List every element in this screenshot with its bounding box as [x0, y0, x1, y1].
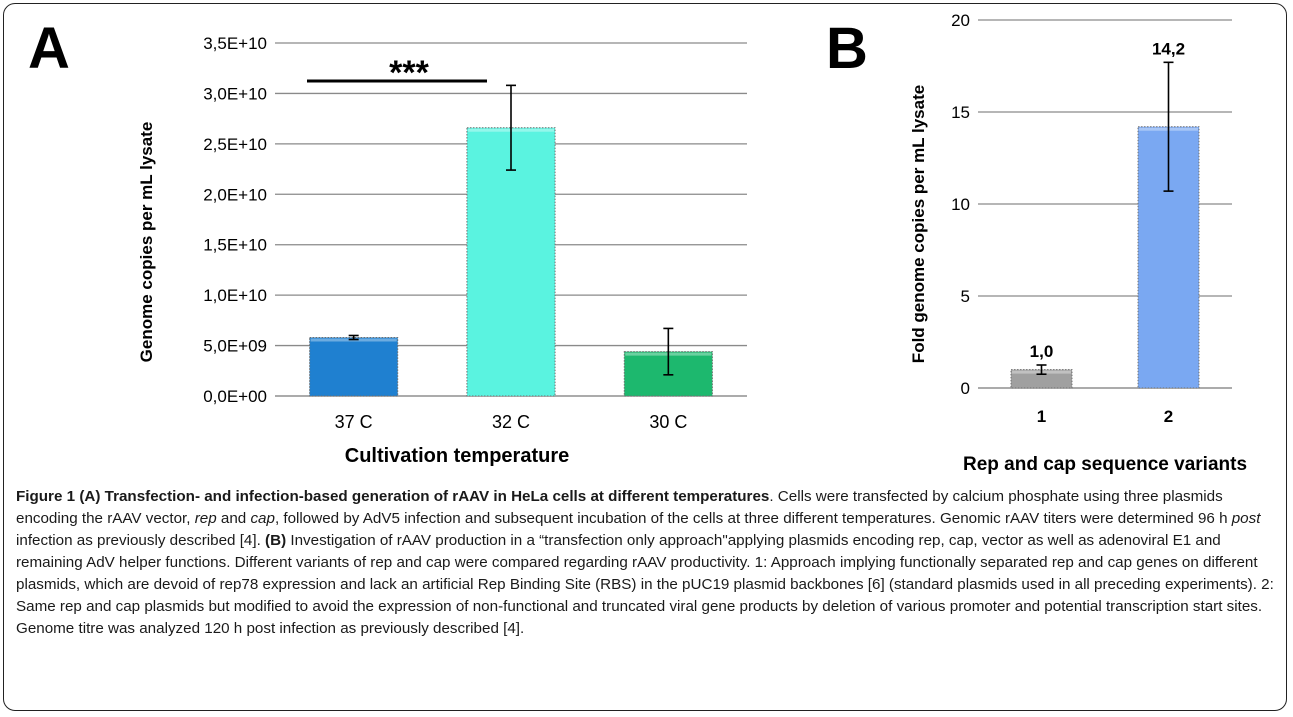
chart-a-xlabel: Cultivation temperature [345, 445, 569, 467]
x-tick-label: 37 C [335, 412, 373, 432]
y-tick-label: 3,0E+10 [203, 84, 267, 103]
chart-panel-a: A Genome copies per mL lysate 0,0E+00 5,0… [28, 16, 747, 467]
chart-a-ylabel: Genome copies per mL lysate [137, 122, 156, 363]
y-tick-label: 10 [951, 195, 970, 214]
figure-caption: Figure 1 (A) Transfection- and infection… [16, 486, 1278, 640]
x-tick-label: 30 C [649, 412, 687, 432]
chart-a-xticks: 37 C 32 C 30 C [335, 412, 688, 432]
caption-text: and [216, 510, 251, 527]
chart-a-significance: *** [307, 54, 487, 92]
caption-text: infection as previously described [4]. [16, 532, 266, 549]
y-tick-label: 2,0E+10 [203, 185, 267, 204]
caption-cap: cap [250, 510, 275, 527]
chart-b-ylabel: Fold genome copies per mL lysate [909, 85, 928, 363]
significance-label: *** [389, 54, 429, 92]
chart-a-yticks: 0,0E+00 5,0E+09 1,0E+10 1,5E+10 2,0E+10 2,5E+… [203, 34, 267, 406]
caption-part-a-label: (A) [79, 488, 101, 505]
data-label: 1,0 [1030, 342, 1054, 361]
y-tick-label: 15 [951, 103, 970, 122]
x-tick-label: 32 C [492, 412, 530, 432]
caption-part-a-title: Transfection- and infection-based genera… [104, 488, 770, 505]
caption-part-b-label: (B) [265, 532, 287, 549]
caption-text: . Cells were transfected by calcium phos… [16, 488, 1223, 527]
panel-b-label: B [826, 16, 868, 81]
caption-figure-label: Figure 1 [16, 488, 76, 505]
chart-b-data-labels: 1,0 14,2 [1030, 39, 1185, 361]
caption-rep: rep [194, 510, 217, 527]
chart-b-yticks: 0 5 10 15 20 [951, 11, 970, 398]
chart-a-error-bars [348, 84, 674, 376]
panel-a-label: A [28, 16, 70, 81]
y-tick-label: 1,0E+10 [203, 286, 267, 305]
y-tick-label: 5,0E+09 [203, 337, 267, 356]
caption-text: Investigation of rAAV production in a “t… [16, 532, 1274, 637]
y-tick-label: 0 [961, 379, 970, 398]
caption-text: , followed by AdV5 infection and subsequ… [274, 510, 1232, 527]
figure-frame [3, 3, 1287, 711]
bar [466, 127, 556, 397]
y-tick-label: 0,0E+00 [203, 387, 267, 406]
y-tick-label: 1,5E+10 [203, 236, 267, 255]
y-tick-label: 2,5E+10 [203, 135, 267, 154]
caption-post: post [1231, 510, 1261, 527]
y-tick-label: 3,5E+10 [203, 34, 267, 53]
bar [309, 337, 399, 397]
chart-b-error-bars [1036, 61, 1174, 376]
x-tick-label: 2 [1164, 407, 1173, 426]
data-label: 14,2 [1152, 39, 1185, 58]
x-tick-label: 1 [1037, 407, 1046, 426]
chart-panel-b: B Fold genome copies per mL lysate 0 5 10 1… [826, 11, 1247, 475]
y-tick-label: 5 [961, 287, 970, 306]
y-tick-label: 20 [951, 11, 970, 30]
chart-b-xlabel: Rep and cap sequence variants [963, 454, 1247, 475]
